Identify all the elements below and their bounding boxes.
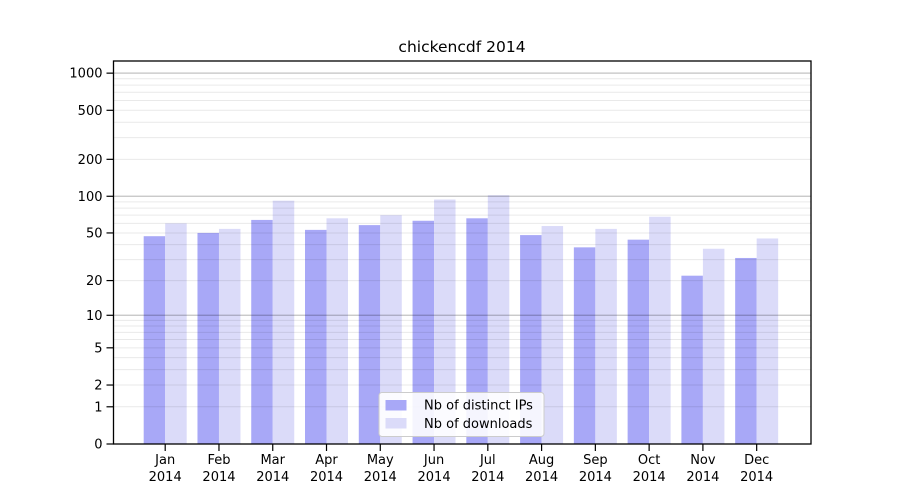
x-tick-label-month-apr: Apr xyxy=(315,453,338,468)
ticks-layer: 0 1 2 5 10 20 50 100 200 500 1000 Jan 2014 Feb 2014 Mar… xyxy=(69,67,773,485)
x-tick-label-month-sep: Sep xyxy=(583,453,608,468)
bar-distinct-ips-dec xyxy=(735,257,757,444)
y-tick-label-100: 100 xyxy=(78,190,103,205)
bar-distinct-ips-jun xyxy=(412,220,435,444)
x-tick-label-month-jan: Jan xyxy=(154,453,175,468)
x-tick-label-year-dec: 2014 xyxy=(740,470,773,485)
x-tick-label-year-apr: 2014 xyxy=(310,470,343,485)
x-tick-label-year-sep: 2014 xyxy=(579,470,612,485)
x-tick-label-year-nov: 2014 xyxy=(686,470,719,485)
bar-downloads-jan xyxy=(165,223,187,444)
x-tick-label-month-jul: Jul xyxy=(479,453,496,468)
x-tick-label-month-feb: Feb xyxy=(207,453,230,468)
bar-downloads-mar xyxy=(272,200,295,444)
bar-downloads-feb xyxy=(218,228,241,444)
legend-box xyxy=(378,392,545,437)
y-tick-label-1000: 1000 xyxy=(69,67,102,82)
y-tick-label-1: 1 xyxy=(94,400,102,415)
legend-swatch-downloads xyxy=(385,418,407,429)
bar-downloads-aug xyxy=(541,226,564,444)
x-tick-label-year-feb: 2014 xyxy=(202,470,235,485)
x-tick-label-year-oct: 2014 xyxy=(633,470,666,485)
legend: Nb of distinct IPs Nb of downloads xyxy=(378,392,545,437)
bar-downloads-jun xyxy=(434,199,456,444)
x-tick-label-month-jun: Jun xyxy=(423,453,444,468)
chart-title: chickencdf 2014 xyxy=(398,38,525,56)
bar-downloads-jul xyxy=(487,195,510,444)
x-tick-label-month-aug: Aug xyxy=(529,453,554,468)
axes-frame xyxy=(112,60,812,445)
bar-distinct-ips-aug xyxy=(520,235,542,444)
x-tick-label-month-mar: Mar xyxy=(260,453,285,468)
bar-distinct-ips-jan xyxy=(143,236,166,444)
grid-layer xyxy=(113,72,811,408)
x-tick-label-month-nov: Nov xyxy=(690,453,716,468)
x-tick-label-year-jan: 2014 xyxy=(149,470,182,485)
bar-distinct-ips-jul xyxy=(466,218,488,444)
y-tick-label-10: 10 xyxy=(86,309,103,324)
bar-distinct-ips-apr xyxy=(305,229,327,444)
legend-label-downloads: Nb of downloads xyxy=(424,417,533,432)
y-tick-label-500: 500 xyxy=(78,104,103,119)
bar-downloads-may xyxy=(380,215,402,444)
x-tick-label-month-oct: Oct xyxy=(638,453,660,468)
bar-distinct-ips-nov xyxy=(681,275,703,444)
legend-label-distinct-ips: Nb of distinct IPs xyxy=(424,399,533,414)
x-tick-label-year-jul: 2014 xyxy=(471,470,504,485)
legend-swatch-distinct-ips xyxy=(385,400,407,411)
y-tick-label-20: 20 xyxy=(86,274,103,289)
bar-distinct-ips-sep xyxy=(573,247,596,444)
bar-distinct-ips-oct xyxy=(627,239,650,444)
bar-downloads-dec xyxy=(756,238,779,444)
bar-distinct-ips-mar xyxy=(251,219,273,444)
x-tick-label-month-may: May xyxy=(367,453,394,468)
bar-downloads-oct xyxy=(649,216,671,444)
bar-distinct-ips-feb xyxy=(197,232,219,444)
bar-downloads-nov xyxy=(702,248,725,444)
x-tick-label-year-jun: 2014 xyxy=(418,470,451,485)
y-tick-label-200: 200 xyxy=(78,153,103,168)
y-tick-label-50: 50 xyxy=(86,226,103,241)
bars-layer xyxy=(143,195,779,444)
bar-downloads-apr xyxy=(326,218,349,444)
x-tick-label-year-mar: 2014 xyxy=(256,470,289,485)
y-tick-label-0: 0 xyxy=(94,438,102,453)
x-tick-label-year-aug: 2014 xyxy=(525,470,558,485)
bar-distinct-ips-may xyxy=(358,225,381,444)
x-tick-label-month-dec: Dec xyxy=(744,453,769,468)
y-tick-label-2: 2 xyxy=(94,379,102,394)
y-tick-label-5: 5 xyxy=(94,341,102,356)
bar-downloads-sep xyxy=(595,228,617,444)
x-tick-label-year-may: 2014 xyxy=(364,470,397,485)
